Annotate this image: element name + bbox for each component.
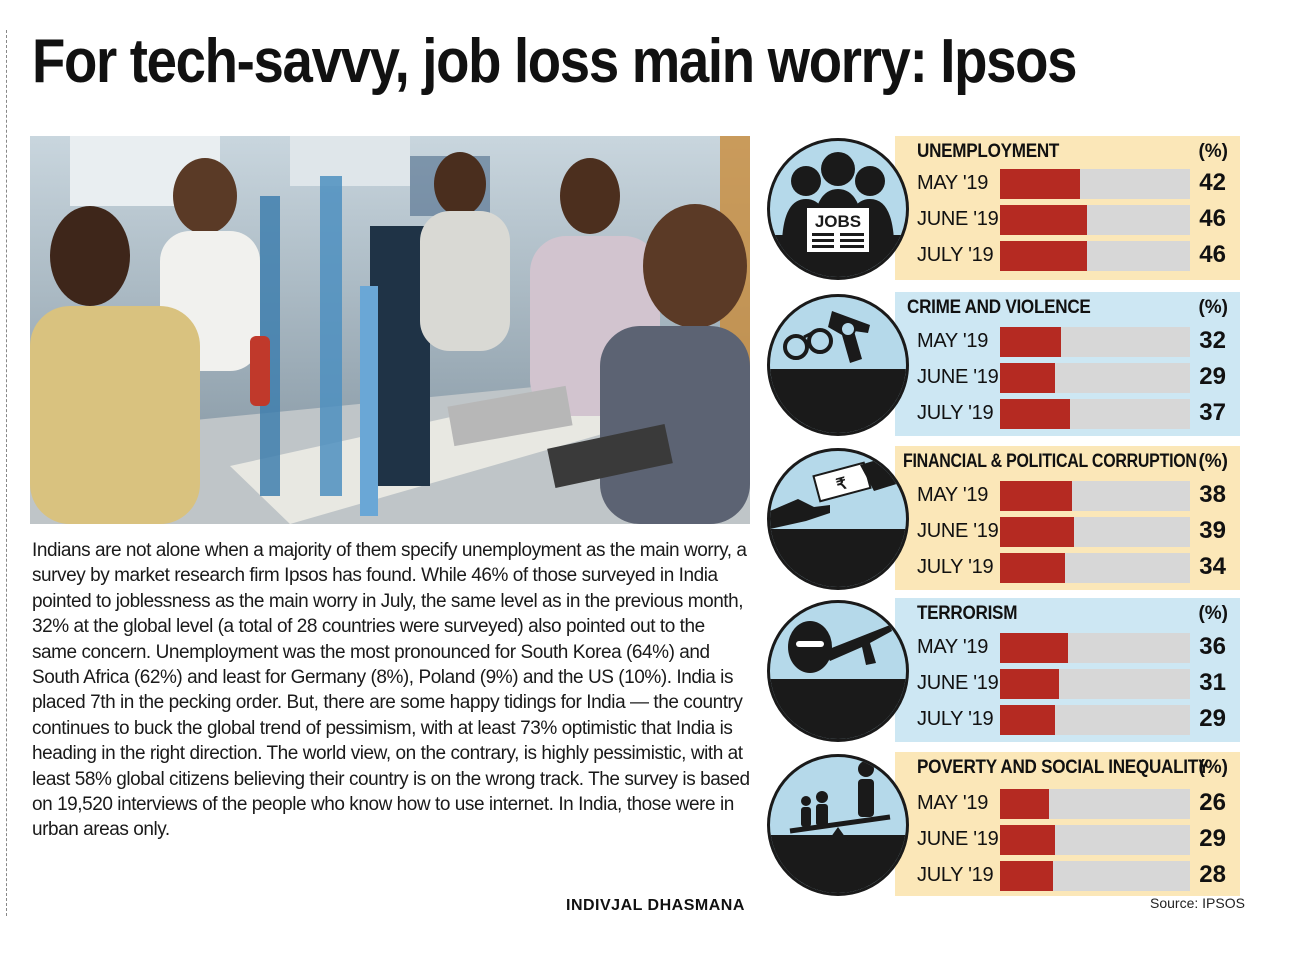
bar-track [1000,169,1190,199]
chart-panel-unemployment: UNEMPLOYMENT (%) MAY '19 42 JUNE '19 46 … [895,136,1240,280]
bar-june-19 [1000,669,1059,699]
bar-july-19 [1000,705,1056,735]
bar-track [1000,363,1190,393]
chart-panel-terrorism: TERRORISM (%) MAY '19 36 JUNE '19 31 JUL… [895,598,1240,742]
office-workers-photo [30,136,750,524]
bar-july-19 [1000,399,1071,429]
row-label: JULY '19 [917,864,994,886]
bar-june-19 [1000,825,1056,855]
row-label: MAY '19 [917,172,989,194]
value-label: 29 [1199,363,1226,390]
jobs-crowd-icon: JOBS [767,138,909,280]
row-label: JUNE '19 [917,208,999,230]
bar-track [1000,861,1190,891]
value-label: 28 [1199,861,1226,888]
value-label: 26 [1199,789,1226,816]
row-label: JUNE '19 [917,672,999,694]
row-label: JULY '19 [917,402,994,424]
jobs-sign-text: JOBS [815,212,861,231]
bar-track [1000,327,1190,357]
value-label: 46 [1199,205,1226,232]
value-label: 46 [1199,241,1226,268]
bar-may-19 [1000,327,1061,357]
bar-june-19 [1000,363,1056,393]
value-label: 31 [1199,669,1226,696]
bar-track [1000,205,1190,235]
bar-track [1000,241,1190,271]
bar-track [1000,399,1190,429]
row-label: JULY '19 [917,244,994,266]
bar-july-19 [1000,553,1065,583]
chart-title: FINANCIAL & POLITICAL CORRUPTION [903,451,1197,472]
unit-label: (%) [1198,603,1228,624]
value-label: 36 [1199,633,1226,660]
article-text: Indians are not alone when a majority of… [32,540,750,841]
unit-label: (%) [1198,451,1228,472]
bribe-money-icon: ₹ [767,448,909,590]
chart-title: POVERTY AND SOCIAL INEQUALITY [917,757,1210,778]
value-label: 39 [1199,517,1226,544]
bar-may-19 [1000,633,1069,663]
value-label: 34 [1199,553,1226,580]
bar-may-19 [1000,481,1073,511]
bar-june-19 [1000,517,1075,547]
chart-panel-corruption: FINANCIAL & POLITICAL CORRUPTION (%) MAY… [895,446,1240,590]
row-label: MAY '19 [917,636,989,658]
bar-track [1000,517,1190,547]
unit-label: (%) [1198,297,1228,318]
row-label: JUNE '19 [917,520,999,542]
headline: For tech-savvy, job loss main worry: Ips… [32,27,1077,96]
row-label: MAY '19 [917,792,989,814]
bar-may-19 [1000,169,1080,199]
bar-track [1000,553,1190,583]
chart-title: TERRORISM [917,603,1018,624]
bar-track [1000,669,1190,699]
row-label: JUNE '19 [917,828,999,850]
value-label: 32 [1199,327,1226,354]
row-label: MAY '19 [917,330,989,352]
unit-label: (%) [1198,141,1228,162]
bar-july-19 [1000,861,1054,891]
svg-text:₹: ₹ [835,475,849,494]
chart-panel-poverty-inequality: POVERTY AND SOCIAL INEQUALITY (%) MAY '1… [895,752,1240,896]
bar-june-19 [1000,205,1088,235]
source-note: Source: IPSOS [1150,895,1245,911]
value-label: 37 [1199,399,1226,426]
bar-july-19 [1000,241,1088,271]
row-label: JUNE '19 [917,366,999,388]
handcuffs-gun-icon [767,294,909,436]
row-label: JULY '19 [917,556,994,578]
value-label: 29 [1199,825,1226,852]
bar-may-19 [1000,789,1050,819]
value-label: 38 [1199,481,1226,508]
seesaw-people-icon [767,754,909,896]
bar-track [1000,825,1190,855]
value-label: 42 [1199,169,1226,196]
bar-track [1000,633,1190,663]
row-label: MAY '19 [917,484,989,506]
page-cut-line [6,30,7,916]
chart-panel-crime-and-violence: CRIME AND VIOLENCE (%) MAY '19 32 JUNE '… [895,292,1240,436]
chart-title: CRIME AND VIOLENCE [907,297,1091,318]
bar-track [1000,705,1190,735]
byline: INDIVJAL DHASMANA [566,897,745,914]
chart-title: UNEMPLOYMENT [917,141,1060,162]
unit-label: (%) [1198,757,1228,778]
value-label: 29 [1199,705,1226,732]
masked-terrorist-rifle-icon [767,600,909,742]
bar-track [1000,789,1190,819]
bar-track [1000,481,1190,511]
row-label: JULY '19 [917,708,994,730]
